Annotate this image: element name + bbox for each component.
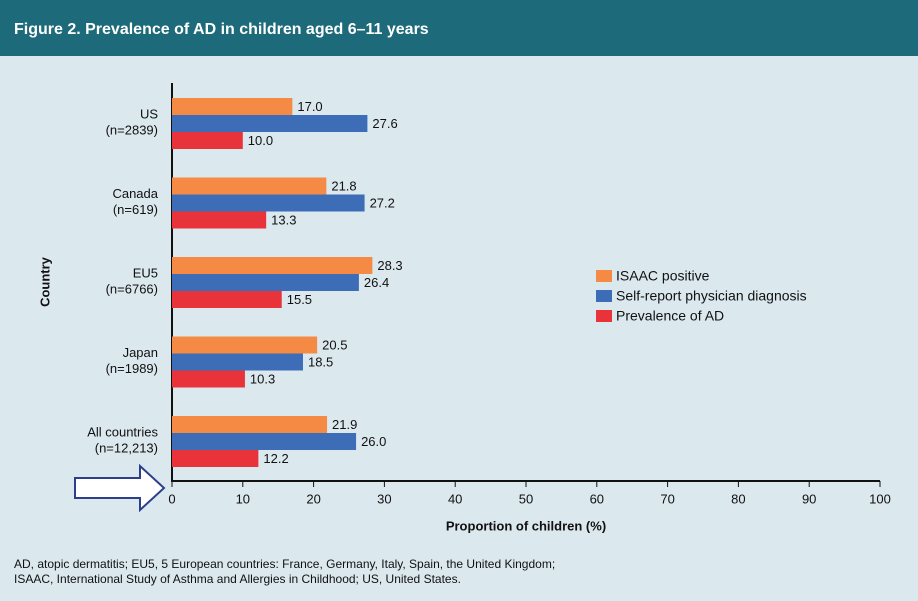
category-note: (n=2839) [106,122,158,137]
bar [172,257,373,274]
legend-swatch [596,310,612,322]
x-tick-label: 100 [869,491,891,506]
legend-swatch [596,290,612,302]
value-label: 13.3 [271,212,296,227]
bar [172,416,328,433]
legend-label: ISAAC positive [616,268,710,284]
category-label: EU5 [133,265,158,280]
legend-swatch [596,270,612,282]
x-tick-label: 50 [519,491,533,506]
value-label: 26.4 [364,275,389,290]
legend-label: Prevalence of AD [616,308,724,324]
value-label: 28.3 [377,258,402,273]
category-label: Japan [123,345,158,360]
arrow [74,463,166,513]
x-tick-label: 70 [660,491,674,506]
value-label: 26.0 [361,434,386,449]
category-note: (n=619) [113,202,158,217]
bar [172,98,293,115]
category-note: (n=1989) [106,361,158,376]
value-label: 27.2 [370,195,395,210]
x-tick-label: 80 [731,491,745,506]
value-label: 18.5 [308,354,333,369]
legend-label: Self-report physician diagnosis [616,288,807,304]
bar [172,353,303,371]
x-tick-label: 30 [377,491,391,506]
value-label: 17.0 [297,99,322,114]
bar [172,115,368,132]
chart-title: Figure 2. Prevalence of AD in children a… [14,21,429,38]
value-label: 20.5 [322,337,347,352]
value-label: 27.6 [372,116,397,131]
y-axis-label: Country [37,256,52,307]
bar [172,274,359,291]
category-note: (n=6766) [106,281,158,296]
footnote: AD, atopic dermatitis; EU5, 5 European c… [14,557,555,571]
bar [172,194,365,212]
x-tick-label: 90 [802,491,816,506]
value-label: 21.8 [331,178,356,193]
bar [172,177,327,195]
x-axis-label: Proportion of children (%) [446,518,606,533]
value-label: 10.3 [250,371,275,386]
x-tick-label: 40 [448,491,462,506]
value-label: 21.9 [332,417,357,432]
category-label: All countries [87,424,158,439]
bar [172,211,267,229]
value-label: 15.5 [287,292,312,307]
bar [172,291,282,308]
x-tick-label: 60 [590,491,604,506]
bar [172,132,243,149]
category-note: (n=12,213) [95,440,158,455]
bar [172,370,245,388]
value-label: 12.2 [263,451,288,466]
header [0,0,918,56]
value-label: 10.0 [248,133,273,148]
x-tick-label: 10 [236,491,250,506]
x-tick-label: 0 [168,491,175,506]
x-tick-label: 20 [306,491,320,506]
category-label: US [140,106,158,121]
category-label: Canada [112,186,158,201]
bar [172,433,357,450]
bar [172,450,259,467]
footnote: ISAAC, International Study of Asthma and… [14,572,461,586]
bar [172,336,318,354]
